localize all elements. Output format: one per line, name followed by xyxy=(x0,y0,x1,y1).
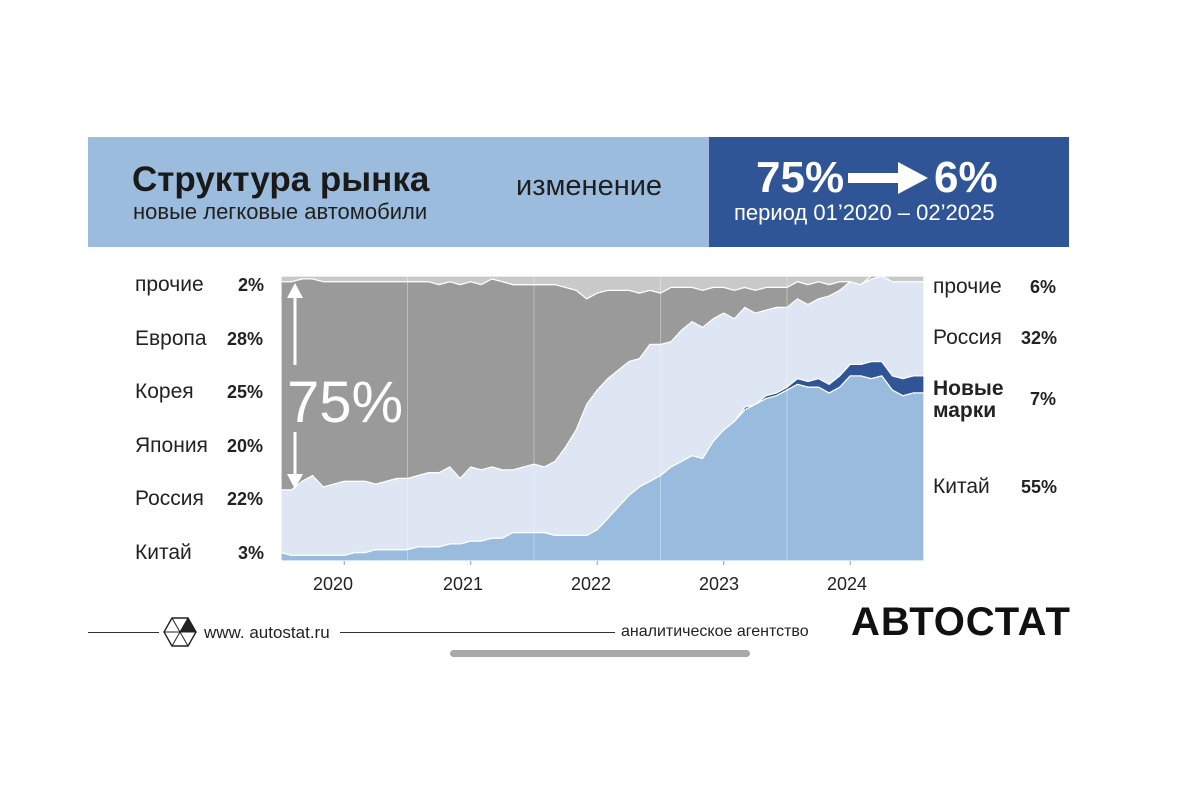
change-label: изменение xyxy=(516,170,663,202)
change-to-value: 6% xyxy=(934,153,998,202)
right-label-china: Китай xyxy=(933,475,990,498)
agency-label: аналитическое агентство xyxy=(621,623,809,640)
autostat-logo-icon xyxy=(163,617,197,647)
right-pct-russia: 32% xyxy=(1021,328,1058,348)
horizontal-scrollbar[interactable] xyxy=(450,650,750,657)
left-label-other: прочие xyxy=(135,273,204,296)
brand-logo-text: АВТОСТАТ xyxy=(851,600,1071,644)
left-label-korea: Корея xyxy=(135,380,194,403)
left-pct-korea: 25% xyxy=(227,382,264,402)
x-tick-2022: 2022 xyxy=(571,574,612,594)
period-label: период 01’2020 – 02’2025 xyxy=(734,200,995,225)
footer-line-middle xyxy=(340,632,615,633)
page-subtitle: новые легковые автомобили xyxy=(133,199,428,224)
left-label-japan: Япония xyxy=(135,434,208,457)
change-from-value: 75% xyxy=(756,153,845,202)
right-pct-china: 55% xyxy=(1021,477,1058,497)
x-tick-2021: 2021 xyxy=(443,574,484,594)
left-pct-japan: 20% xyxy=(227,436,264,456)
right-label-new-brands: Новые марки xyxy=(933,377,1004,422)
footer-line-left xyxy=(88,632,159,633)
right-label-other: прочие xyxy=(933,275,1002,298)
left-label-china: Китай xyxy=(135,541,192,564)
area-other xyxy=(280,275,925,300)
change-panel xyxy=(709,137,1069,247)
arrow-down-icon xyxy=(287,474,303,489)
x-tick-2020: 2020 xyxy=(313,574,354,594)
site-link[interactable]: www. autostat.ru xyxy=(204,623,330,642)
x-tick-2023: 2023 xyxy=(699,574,740,594)
overlay-value: 75% xyxy=(287,370,403,435)
left-pct-china: 3% xyxy=(238,543,265,563)
x-tick-2024: 2024 xyxy=(827,574,868,594)
right-pct-other: 6% xyxy=(1030,277,1057,297)
left-pct-russia: 22% xyxy=(227,489,264,509)
left-pct-other: 2% xyxy=(238,275,265,295)
left-label-russia: Россия xyxy=(135,487,204,510)
left-label-europe: Европа xyxy=(135,327,207,350)
right-pct-new-brands: 7% xyxy=(1030,389,1057,409)
page-title: Структура рынка xyxy=(132,160,430,199)
right-label-russia: Россия xyxy=(933,326,1002,349)
left-pct-europe: 28% xyxy=(227,329,264,349)
right-arrow-icon xyxy=(848,162,928,194)
arrow-up-icon xyxy=(287,283,303,298)
